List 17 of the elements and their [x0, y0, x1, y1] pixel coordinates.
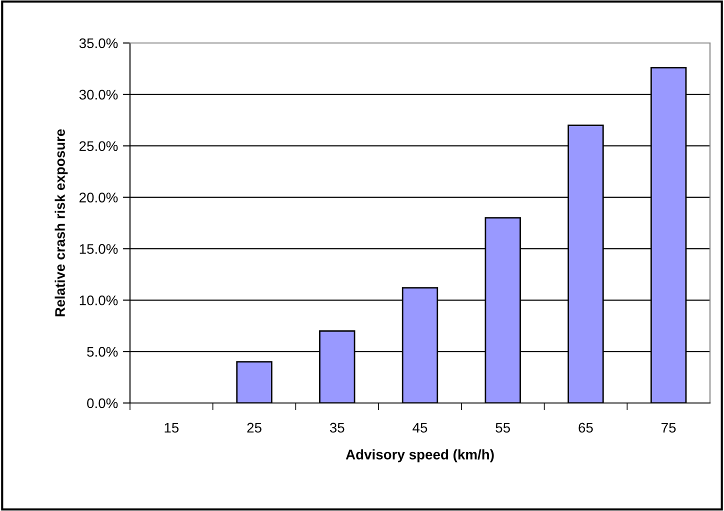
x-tick-label: 15	[164, 422, 179, 433]
x-tick-label: 35	[330, 422, 344, 433]
y-tick-label: 15.0%	[80, 244, 118, 254]
x-axis-title: Advisory speed (km/h)	[346, 449, 494, 462]
y-tick-label: 0.0%	[87, 398, 118, 408]
x-tick-label: 65	[578, 422, 593, 433]
y-tick-label: 25.0%	[80, 141, 118, 152]
y-axis-title: Relative crash risk exposure	[54, 129, 68, 316]
y-tick-label: 5.0%	[87, 346, 118, 357]
y-tick-label: 30.0%	[79, 90, 118, 100]
x-tick-label: 45	[412, 422, 428, 433]
y-tick-label: 10.0%	[80, 295, 118, 306]
y-tick-label: 20.0%	[80, 192, 118, 202]
x-tick-label: 25	[247, 422, 262, 433]
x-tick-label: 75	[662, 422, 676, 433]
x-tick-label: 55	[496, 422, 510, 433]
y-tick-label: 35.0%	[79, 38, 118, 48]
